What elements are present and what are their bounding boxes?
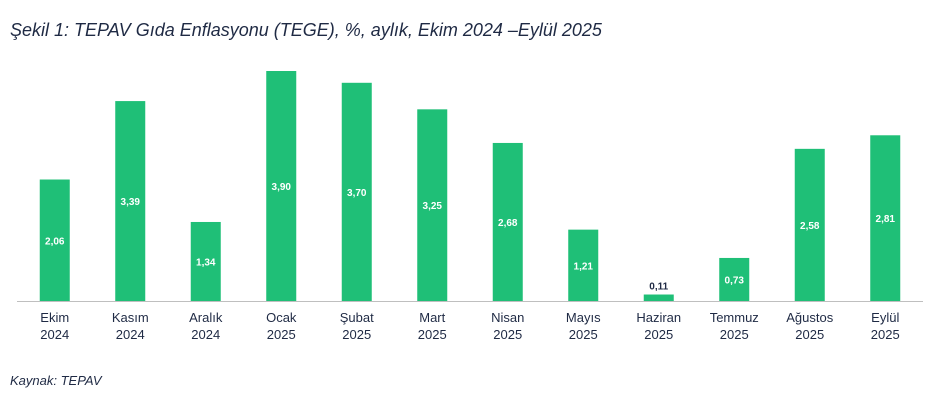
- x-tick-label: Aralık 2024: [189, 310, 223, 342]
- x-tick-label: Şubat 2025: [340, 310, 374, 342]
- bar-value-label: 3,70: [347, 188, 367, 199]
- bar-şubat: [341, 82, 372, 302]
- chart-title: Şekil 1: TEPAV Gıda Enflasyonu (TEGE), %…: [10, 20, 602, 40]
- bar-value-label: 2,58: [800, 221, 820, 232]
- bar-value-label: 3,39: [121, 197, 141, 208]
- bar-value-label: 0,73: [725, 275, 745, 286]
- bar-haziran: [643, 294, 674, 301]
- bar-ocak: [266, 71, 297, 301]
- bar-ekim: [39, 179, 70, 301]
- bar-value-label: 1,21: [574, 261, 594, 272]
- x-tick-label: Temmuz 2025: [710, 310, 759, 342]
- x-tick-label: Ağustos 2025: [786, 310, 833, 342]
- x-tick-label: Ocak 2025: [266, 310, 297, 342]
- x-tick-label: Haziran 2025: [636, 310, 681, 342]
- bar-value-label: 1,34: [196, 257, 216, 268]
- x-tick-label: Ekim 2024: [40, 310, 69, 342]
- x-tick-label: Kasım 2024: [112, 310, 149, 342]
- bar-value-label: 2,68: [498, 218, 518, 229]
- bars-group: 2,06 3,39 1,34 3,90 3,70 3,25 2,68 1,21 0,11 0,73…: [39, 71, 901, 302]
- bar-nisan: [492, 142, 523, 301]
- x-tick-label: Eylül 2025: [871, 310, 900, 342]
- bar-value-label: 2,06: [45, 236, 65, 247]
- bar-mayıs: [568, 229, 599, 301]
- bar-value-label: 2,81: [876, 214, 896, 225]
- x-tick-label: Nisan 2025: [491, 310, 524, 342]
- x-tick-label: Mayıs 2025: [566, 310, 601, 342]
- source-note: Kaynak: TEPAV: [10, 373, 102, 388]
- bar-kasım: [115, 101, 146, 301]
- bar-value-label: 0,11: [649, 282, 668, 293]
- bar-ağustos: [794, 148, 825, 301]
- x-tick-label: Mart 2025: [418, 310, 447, 342]
- bar-mart: [417, 109, 448, 301]
- x-tick-labels: Ekim 2024 Kasım 2024 Aralık 2024 Ocak 2025 Şubat…: [40, 310, 899, 342]
- bar-value-label: 3,90: [272, 182, 292, 193]
- bar-temmuz: [719, 257, 750, 301]
- bar-value-label: 3,25: [423, 201, 443, 212]
- bar-eylül: [870, 135, 901, 301]
- bar-aralık: [190, 221, 221, 301]
